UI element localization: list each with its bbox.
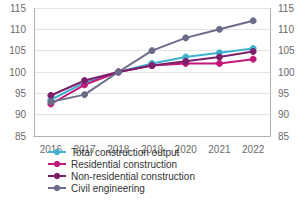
svg-text:Residential construction: Residential construction <box>71 159 177 170</box>
svg-text:105: 105 <box>278 45 295 56</box>
svg-text:85: 85 <box>278 131 290 142</box>
svg-text:90: 90 <box>15 109 27 120</box>
svg-text:Total construction output: Total construction output <box>71 147 180 158</box>
svg-text:Non-residential construction: Non-residential construction <box>71 171 195 182</box>
svg-text:90: 90 <box>278 109 290 120</box>
svg-text:115: 115 <box>10 3 26 14</box>
svg-text:2021: 2021 <box>208 144 231 155</box>
svg-text:100: 100 <box>9 67 26 78</box>
svg-text:2020: 2020 <box>174 143 197 155</box>
svg-text:110: 110 <box>10 24 26 35</box>
svg-text:2016: 2016 <box>39 143 62 155</box>
svg-text:95: 95 <box>278 88 290 99</box>
svg-text:2022: 2022 <box>242 144 265 155</box>
svg-text:110: 110 <box>278 24 294 35</box>
svg-text:85: 85 <box>15 131 27 142</box>
svg-text:Civil engineering: Civil engineering <box>71 183 145 194</box>
svg-text:95: 95 <box>15 88 27 99</box>
svg-text:105: 105 <box>9 45 26 56</box>
svg-text:115: 115 <box>278 3 294 14</box>
svg-text:100: 100 <box>278 67 295 78</box>
